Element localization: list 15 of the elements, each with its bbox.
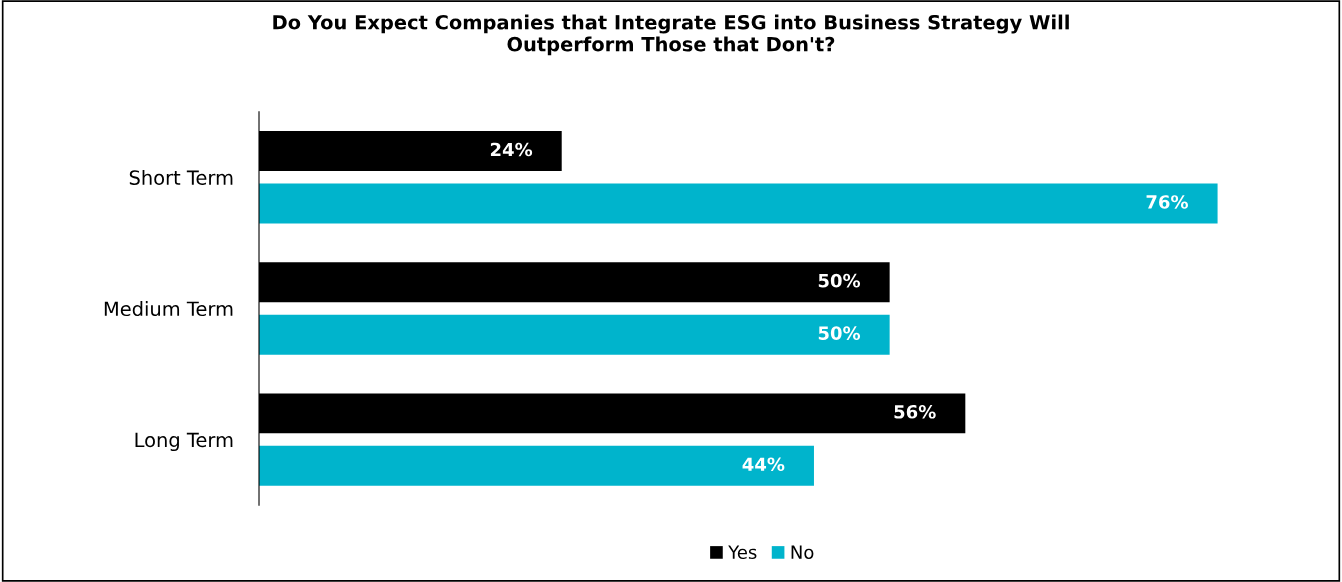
data-label: 50% [818, 326, 861, 340]
data-label: 50% [818, 273, 861, 288]
chart-title: Do You Expect Companies that Integrate ESG into Business Strategy Will Outperform Those that Don't? [273, 14, 1069, 56]
y-tick-label: Medium Term [104, 301, 233, 317]
bar [259, 183, 1218, 224]
y-tick-label: Long Term [135, 432, 233, 452]
data-label: 24% [490, 142, 533, 157]
bar [259, 445, 814, 486]
bar [259, 314, 890, 355]
data-label: 44% [742, 457, 785, 472]
data-label: 76% [1146, 195, 1188, 209]
data-label: 56% [894, 404, 936, 419]
y-tick-label: Short Term [129, 169, 233, 185]
legend-label: No [791, 545, 814, 560]
legend-label: Yes [728, 545, 757, 560]
